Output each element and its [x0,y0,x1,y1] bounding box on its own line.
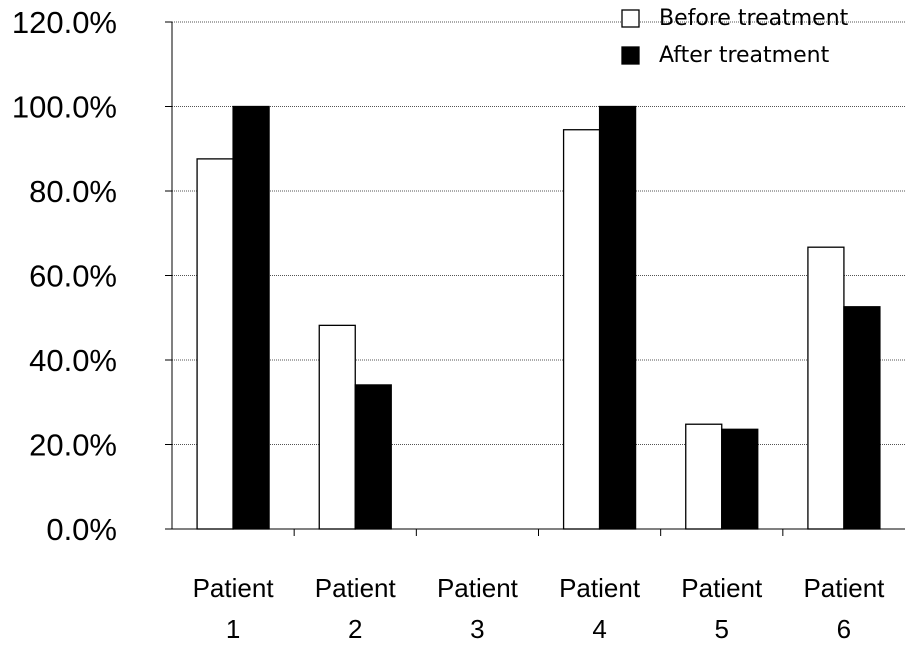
labels: 0.0% 20.0% 40.0% 60.0% 80.0% 100.0% 120.0% Pati… [12,5,885,644]
bar-before-2 [318,324,356,530]
y-tick-label: 0.0% [46,512,117,547]
legend-swatch-before [621,9,640,28]
y-tick-label: 60.0% [29,259,117,294]
bar-after-5 [721,428,759,530]
bar-before-4 [562,129,601,530]
x-category-label: Patient [559,573,641,603]
y-tick-label: 40.0% [29,343,117,378]
y-tick-label: 100.0% [12,90,117,125]
x-category-label: Patient [315,573,397,603]
y-tick-label: 120.0% [12,5,117,40]
bar-after-2 [354,384,392,530]
legend: Before treatment After treatment [621,6,849,68]
bar-after-4 [598,105,637,530]
x-category-label: Patient [437,573,519,603]
y-tick-label: 80.0% [29,174,117,209]
bar-before-6 [807,246,845,530]
legend-label-after: After treatment [659,43,830,68]
y-tick-label: 20.0% [29,428,117,463]
bars [196,105,881,530]
x-category-label: 2 [348,614,362,644]
bar-after-1 [232,105,270,530]
legend-label-before: Before treatment [659,6,849,31]
x-category-label: 3 [470,614,484,644]
x-category-label: 5 [715,614,729,644]
x-category-label: Patient [681,573,763,603]
gridlines [172,21,905,445]
legend-swatch-after [621,46,640,65]
x-category-label: Patient [803,573,885,603]
bar-before-5 [685,423,723,530]
bar-before-1 [196,158,234,530]
x-category-label: 6 [837,614,851,644]
bar-after-6 [843,306,881,530]
axes [165,21,905,536]
x-category-label: 1 [226,614,240,644]
x-category-label: 4 [592,614,606,644]
x-category-label: Patient [193,573,275,603]
